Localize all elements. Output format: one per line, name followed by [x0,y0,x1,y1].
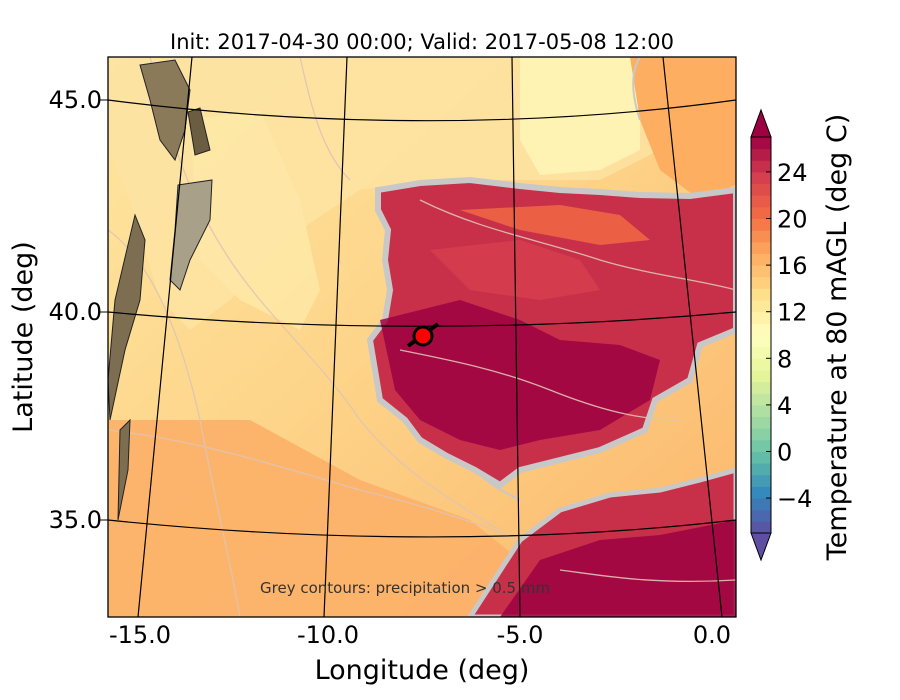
colorbar-band [751,428,771,441]
colorbar-band [751,381,771,394]
colorbar-bands [751,137,771,534]
colorbar-band [751,474,771,487]
graticule [108,57,736,617]
colorbar-max-extend [750,108,772,138]
colorbar-band [751,137,771,150]
colorbar-band [751,300,771,313]
y-tick-label: 45.0 [49,86,102,114]
colorbar-band [751,183,771,196]
colorbar-min-extend [750,532,772,562]
colorbar-band [751,253,771,266]
marker-dot [412,325,434,347]
colorbar-band [751,276,771,289]
meridian-0 [662,57,723,617]
colorbar-band [751,265,771,278]
colorbar-label: Temperature at 80 mAGL (deg C) [822,114,853,562]
map-panel: Grey contours: precipitation > 0.5 mm [108,57,736,617]
colorbar-band [751,230,771,243]
colorbar-band [751,404,771,418]
colorbar-band [751,463,771,476]
colorbar: −4 0 4 8 12 16 20 24 Temperature at 80 mAGL (de… [750,108,853,562]
x-axis: -15.0 -10.0 -5.0 0.0 Longitude (deg) [109,621,731,686]
colorbar-tick-label: 20 [777,206,808,234]
colorbar-ticks: −4 0 4 8 12 16 20 24 [766,159,812,513]
colorbar-band [751,369,771,383]
colorbar-band [751,335,771,348]
location-marker [406,322,440,348]
colorbar-tick-label: 8 [777,345,792,373]
colorbar-tick-label: 0 [777,438,792,466]
colorbar-band [751,311,771,324]
colorbar-tick-label: 16 [777,252,808,280]
colorbar-band [751,498,771,511]
y-axis: 45.0 40.0 35.0 Latitude (deg) [8,86,108,534]
colorbar-band [751,509,771,522]
y-axis-label: Latitude (deg) [8,241,39,433]
terrain-overlay [108,59,213,521]
colorbar-band [751,288,771,301]
north-mountains [460,205,650,245]
colorbar-band [751,486,771,499]
colorbar-band [751,393,771,406]
precipitation-contours [377,57,736,501]
colorbar-band [751,323,771,336]
colorbar-frame [750,136,772,534]
colorbar-band [751,241,771,254]
meridian-10 [323,57,348,617]
africa-hot-region [500,520,736,617]
meridian-5 [511,57,521,617]
precip-annotation: Grey contours: precipitation > 0.5 mm [260,579,550,597]
colorbar-tick-label: 4 [777,392,792,420]
x-tick-label: -15.0 [109,621,171,649]
colorbar-tick-label: −4 [777,485,812,513]
colorbar-band [751,439,771,452]
meridian-15 [137,57,193,617]
colorbar-tick-label: 12 [777,299,808,327]
parallel-40 [108,311,736,327]
colorbar-band [751,346,771,359]
colorbar-band [751,195,771,208]
colorbar-band [751,416,771,429]
colorbar-tick-label: 24 [777,159,808,187]
y-tick-label: 35.0 [49,506,102,534]
colorbar-band [751,171,771,185]
parallel-35 [108,519,736,538]
colorbar-band [751,218,771,231]
x-tick-label: -5.0 [497,621,544,649]
y-tick-label: 40.0 [49,298,102,326]
parallel-45 [108,99,736,122]
colorbar-band [751,358,771,371]
colorbar-band [751,521,771,534]
x-tick-label: -10.0 [297,621,359,649]
chart-title: Init: 2017-04-30 00:00; Valid: 2017-05-0… [170,30,674,54]
france-land [630,57,736,200]
colorbar-band [751,451,771,464]
colorbar-band [751,206,771,220]
hot-interior [380,300,660,450]
colorbar-band [751,148,771,161]
x-axis-label: Longitude (deg) [315,655,530,686]
colorbar-band [751,160,771,173]
x-tick-label: 0.0 [693,621,731,649]
map-frame [107,56,737,618]
warm-sea-region [108,420,560,617]
atlantic-cool-tongue [190,110,320,330]
